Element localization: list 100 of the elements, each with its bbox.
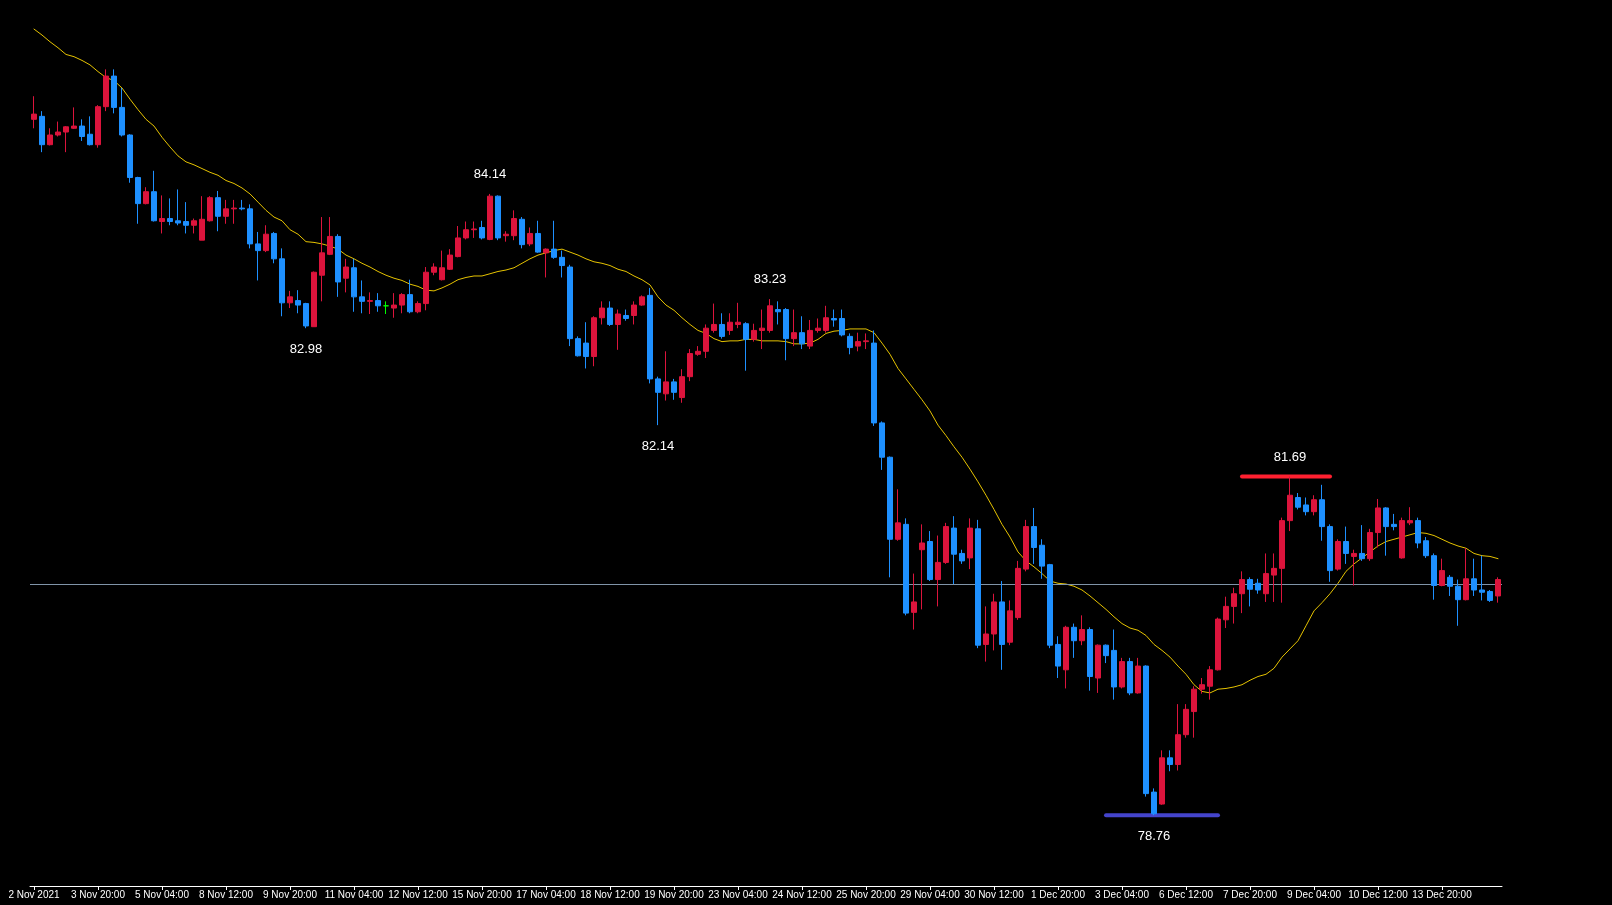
candlestick bbox=[655, 376, 661, 426]
candlestick bbox=[207, 195, 213, 223]
candlestick bbox=[1447, 574, 1453, 597]
candlestick bbox=[375, 292, 381, 313]
candlestick bbox=[519, 216, 525, 249]
candlestick bbox=[831, 309, 837, 328]
candlestick bbox=[1279, 517, 1285, 604]
candlestick bbox=[775, 300, 781, 325]
candlestick bbox=[1455, 579, 1461, 627]
candlestick bbox=[247, 203, 253, 249]
candlestick bbox=[1207, 665, 1213, 701]
candlestick bbox=[879, 420, 885, 471]
candlestick bbox=[1055, 635, 1061, 679]
candlestick bbox=[1415, 517, 1421, 549]
x-tick-label: 8 Nov 12:00 bbox=[199, 888, 254, 900]
candlestick bbox=[711, 303, 717, 334]
candlestick bbox=[599, 300, 605, 325]
x-tick-label: 15 Nov 20:00 bbox=[452, 888, 513, 900]
candlestick bbox=[399, 292, 405, 314]
candlestick bbox=[911, 573, 917, 631]
candlestick bbox=[1471, 558, 1477, 597]
candlestick bbox=[1111, 629, 1117, 701]
candlestick bbox=[415, 300, 421, 314]
candlestick bbox=[263, 224, 269, 253]
annotation: 81.69 bbox=[1273, 448, 1307, 464]
candlestick bbox=[903, 517, 909, 616]
candlestick bbox=[55, 121, 61, 137]
candlestick bbox=[1431, 552, 1437, 601]
x-tick-label: 10 Dec 12:00 bbox=[1348, 888, 1409, 900]
candlestick bbox=[1183, 703, 1189, 739]
candlestick bbox=[215, 190, 221, 232]
candlestick bbox=[1407, 506, 1413, 526]
candlestick bbox=[839, 309, 845, 337]
candlestick bbox=[1463, 547, 1469, 601]
candlestick bbox=[1479, 555, 1485, 601]
candlestick bbox=[311, 271, 317, 328]
candlestick bbox=[383, 300, 389, 315]
candlestick bbox=[855, 332, 861, 352]
candlestick bbox=[943, 522, 949, 565]
x-tick-label: 29 Nov 04:00 bbox=[900, 888, 961, 900]
candlestick bbox=[767, 298, 773, 334]
candlestick bbox=[975, 519, 981, 649]
candlestick bbox=[695, 345, 701, 357]
x-tick-label: 5 Nov 04:00 bbox=[135, 888, 190, 900]
candlestick bbox=[31, 95, 37, 129]
candlestick bbox=[615, 309, 621, 351]
candlestick bbox=[1135, 657, 1141, 695]
candlestick bbox=[1199, 677, 1205, 695]
candlestick bbox=[223, 199, 229, 225]
candlestick bbox=[759, 309, 765, 350]
candlestick bbox=[479, 220, 485, 240]
candlestick bbox=[151, 170, 157, 223]
candlestick bbox=[927, 530, 933, 582]
candlestick bbox=[607, 300, 613, 327]
candlestick bbox=[287, 290, 293, 309]
candlestick bbox=[1079, 614, 1085, 646]
candlestick bbox=[199, 195, 205, 241]
x-tick-label: 3 Nov 20:00 bbox=[71, 888, 126, 900]
candlestick bbox=[735, 302, 741, 329]
candlestick bbox=[1095, 643, 1101, 694]
candlestick bbox=[535, 220, 541, 254]
candlestick bbox=[1031, 507, 1037, 565]
candlestick bbox=[1295, 492, 1301, 510]
candlestick bbox=[159, 194, 165, 234]
candlestick bbox=[631, 300, 637, 325]
candlestick bbox=[455, 225, 461, 258]
candlestick bbox=[71, 106, 77, 130]
candlestick bbox=[503, 230, 509, 243]
x-tick-label: 3 Dec 04:00 bbox=[1095, 888, 1150, 900]
candlestick bbox=[1175, 703, 1181, 771]
candlestick bbox=[575, 335, 581, 358]
candlestick bbox=[1327, 523, 1333, 583]
candlestick bbox=[47, 127, 53, 146]
candlestick bbox=[1023, 519, 1029, 572]
candlestick bbox=[1383, 506, 1389, 557]
x-tick-label: 23 Nov 04:00 bbox=[708, 888, 769, 900]
candlestick bbox=[807, 319, 813, 350]
candlestick bbox=[1359, 524, 1365, 562]
candlestick bbox=[1255, 578, 1261, 595]
candlestick bbox=[991, 593, 997, 651]
candlestick bbox=[511, 209, 517, 241]
candlestick bbox=[1215, 617, 1221, 672]
candlestick bbox=[1143, 664, 1149, 798]
candlestick bbox=[471, 221, 477, 239]
x-tick-label: 24 Nov 12:00 bbox=[772, 888, 833, 900]
candlestick bbox=[351, 258, 357, 313]
x-tick-label: 11 Nov 04:00 bbox=[324, 888, 384, 900]
candlestick bbox=[1367, 528, 1373, 562]
candlestick bbox=[1399, 517, 1405, 560]
candlestick bbox=[439, 250, 445, 281]
candlestick bbox=[823, 305, 829, 334]
candlestick bbox=[1423, 536, 1429, 559]
candlestick bbox=[79, 118, 85, 142]
candlestick bbox=[175, 188, 181, 226]
candlestick bbox=[1351, 549, 1357, 587]
candlestick bbox=[543, 247, 549, 278]
candlestick bbox=[327, 216, 333, 256]
candlestick bbox=[1335, 538, 1341, 572]
candlestick bbox=[1103, 643, 1109, 664]
candlestick bbox=[751, 323, 757, 343]
